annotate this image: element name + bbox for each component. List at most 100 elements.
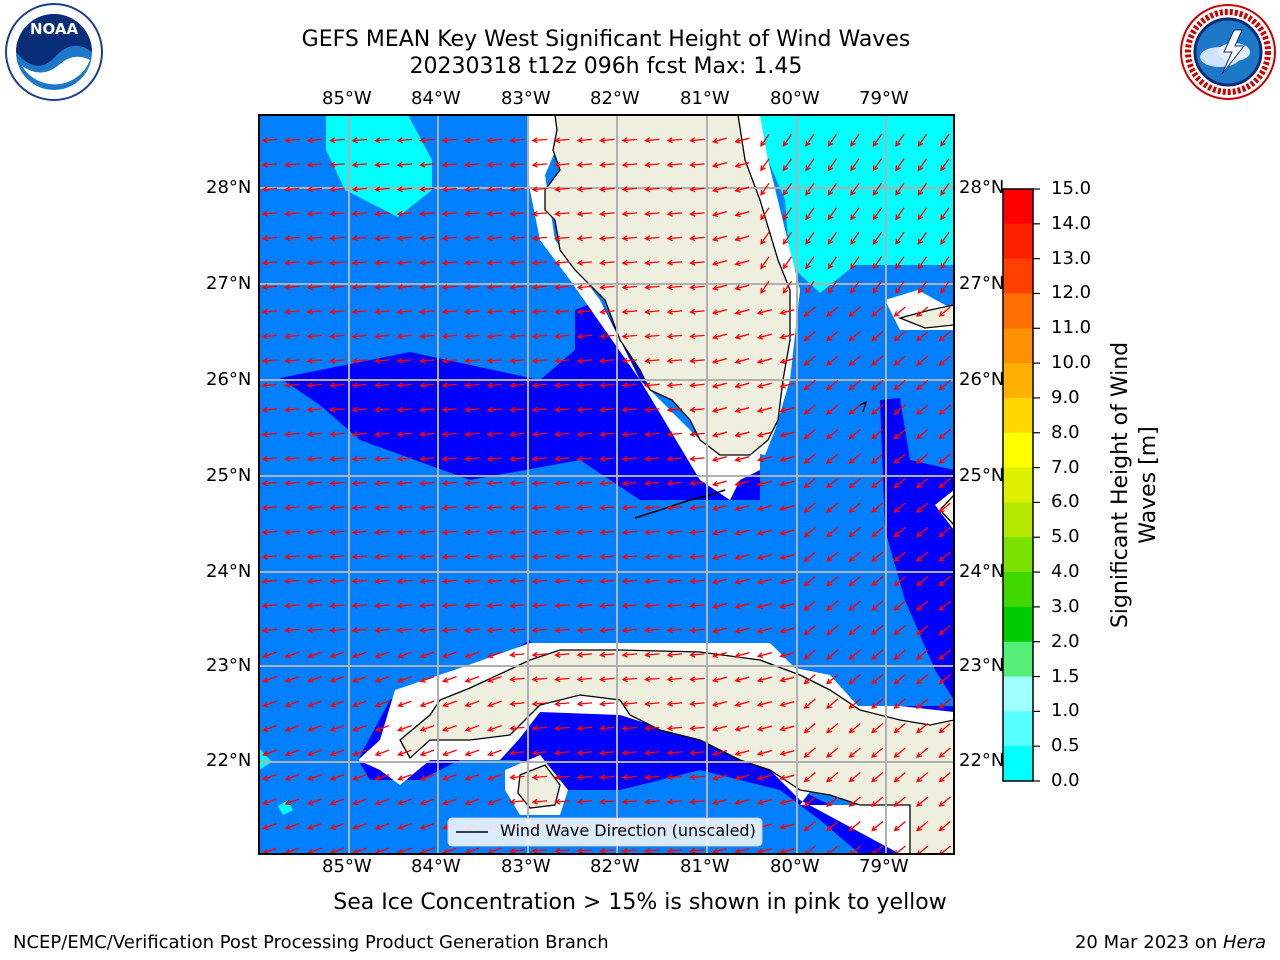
wind-arrow bbox=[488, 700, 502, 707]
wind-arrow bbox=[690, 285, 705, 289]
wind-arrow-head bbox=[374, 750, 381, 757]
wind-arrow bbox=[826, 772, 839, 782]
wind-arrow-head bbox=[711, 407, 719, 414]
wind-arrow-head bbox=[509, 210, 516, 217]
wind-arrow-head bbox=[284, 284, 291, 291]
wind-arrow-head bbox=[734, 431, 741, 438]
wind-arrow-head bbox=[756, 676, 764, 683]
wind-arrow-head bbox=[329, 480, 336, 487]
wind-arrow-head bbox=[689, 382, 696, 389]
wind-arrow bbox=[713, 186, 727, 192]
wind-arrow bbox=[667, 604, 683, 607]
wind-arrow-head bbox=[689, 553, 696, 560]
wind-arrow-head bbox=[441, 431, 448, 438]
wind-arrow-head bbox=[711, 480, 719, 487]
wind-arrow bbox=[645, 383, 660, 387]
wind-arrow-head bbox=[576, 259, 583, 266]
wind-arrow bbox=[465, 798, 480, 805]
wind-arrow-head bbox=[441, 529, 448, 536]
wind-arrow-head bbox=[531, 357, 538, 364]
wind-arrow-head bbox=[442, 824, 449, 830]
wind-arrow bbox=[804, 478, 816, 488]
wind-arrow-head bbox=[871, 458, 878, 464]
wind-arrow bbox=[826, 380, 839, 390]
wind-arrow-head bbox=[351, 504, 358, 511]
wind-arrow-head bbox=[711, 652, 719, 659]
wind-arrow bbox=[532, 310, 548, 313]
wind-arrow-head bbox=[916, 605, 923, 611]
wind-arrow-head bbox=[848, 556, 855, 562]
wind-arrow-head bbox=[509, 749, 516, 756]
wind-arrow-head bbox=[826, 384, 833, 391]
wind-arrow bbox=[872, 158, 883, 171]
wind-arrow bbox=[285, 724, 300, 732]
wind-arrow bbox=[850, 231, 860, 245]
wind-arrow bbox=[871, 355, 884, 366]
footer-date: 20 Mar 2023 on Hera bbox=[1074, 932, 1266, 953]
wind-arrow bbox=[871, 723, 884, 733]
wind-arrow bbox=[735, 676, 750, 682]
wind-arrow-head bbox=[734, 774, 741, 781]
wind-arrow bbox=[532, 408, 548, 411]
wind-arrow-head bbox=[711, 186, 719, 193]
wind-arrow-head bbox=[599, 627, 606, 634]
wind-arrow-head bbox=[916, 433, 923, 440]
wind-arrow-head bbox=[779, 823, 786, 830]
wind-arrow bbox=[645, 628, 660, 632]
wind-arrow bbox=[487, 481, 503, 485]
colorbar-tick-label: 1.5 bbox=[1051, 665, 1080, 687]
gridlines bbox=[259, 115, 954, 854]
wind-arrow-head bbox=[689, 406, 696, 413]
wind-arrow bbox=[849, 796, 861, 807]
wind-arrow-head bbox=[666, 700, 673, 707]
wind-arrow bbox=[804, 527, 816, 537]
wind-arrow bbox=[307, 408, 323, 411]
wind-arrow-head bbox=[621, 749, 628, 756]
wind-arrow-head bbox=[826, 629, 833, 636]
colorbar bbox=[1002, 188, 1040, 782]
wind-arrow-head bbox=[666, 210, 673, 217]
wind-arrow-head bbox=[871, 311, 878, 317]
wind-arrow-head bbox=[554, 333, 561, 340]
wind-arrow bbox=[804, 576, 816, 586]
wind-arrow bbox=[895, 158, 905, 171]
wind-arrow-head bbox=[352, 701, 359, 708]
wind-arrow bbox=[442, 579, 458, 583]
wind-arrow-head bbox=[734, 529, 741, 536]
wind-arrow-head bbox=[284, 726, 291, 732]
wind-arrow bbox=[510, 506, 525, 509]
wind-arrow-head bbox=[329, 284, 336, 291]
wind-arrow bbox=[871, 404, 884, 415]
wind-arrow-head bbox=[779, 456, 786, 463]
wind-arrow bbox=[645, 359, 660, 362]
wind-arrow bbox=[375, 138, 390, 142]
wind-arrow bbox=[826, 551, 839, 562]
wind-arrow-head bbox=[848, 458, 855, 464]
colorbar-tick-label: 12.0 bbox=[1051, 282, 1092, 304]
wind-arrow bbox=[826, 306, 839, 317]
wind-arrow-head bbox=[307, 775, 314, 781]
wind-arrow-head bbox=[261, 259, 268, 266]
wind-arrow bbox=[804, 551, 816, 562]
wind-arrow bbox=[826, 404, 839, 415]
wind-arrow bbox=[307, 555, 323, 558]
wind-arrow bbox=[916, 404, 929, 415]
wind-arrow bbox=[894, 380, 906, 390]
wind-arrow-head bbox=[895, 140, 901, 147]
wind-arrow-head bbox=[576, 700, 583, 707]
wind-arrow bbox=[555, 310, 570, 313]
wind-arrow-head bbox=[893, 458, 900, 464]
wind-arrow-head bbox=[396, 578, 403, 585]
wind-arrow bbox=[420, 700, 435, 707]
wind-arrow-head bbox=[284, 824, 291, 830]
wind-arrow bbox=[735, 701, 750, 706]
wind-arrow bbox=[487, 530, 503, 534]
wind-arrow bbox=[510, 604, 525, 607]
wind-arrow-head bbox=[284, 308, 291, 315]
colorbar-band bbox=[1003, 258, 1033, 294]
wind-arrow bbox=[577, 408, 593, 411]
wind-arrow bbox=[487, 506, 503, 509]
wind-arrow bbox=[330, 310, 345, 313]
colorbar-band bbox=[1003, 746, 1033, 782]
wind-arrow-head bbox=[734, 725, 741, 732]
